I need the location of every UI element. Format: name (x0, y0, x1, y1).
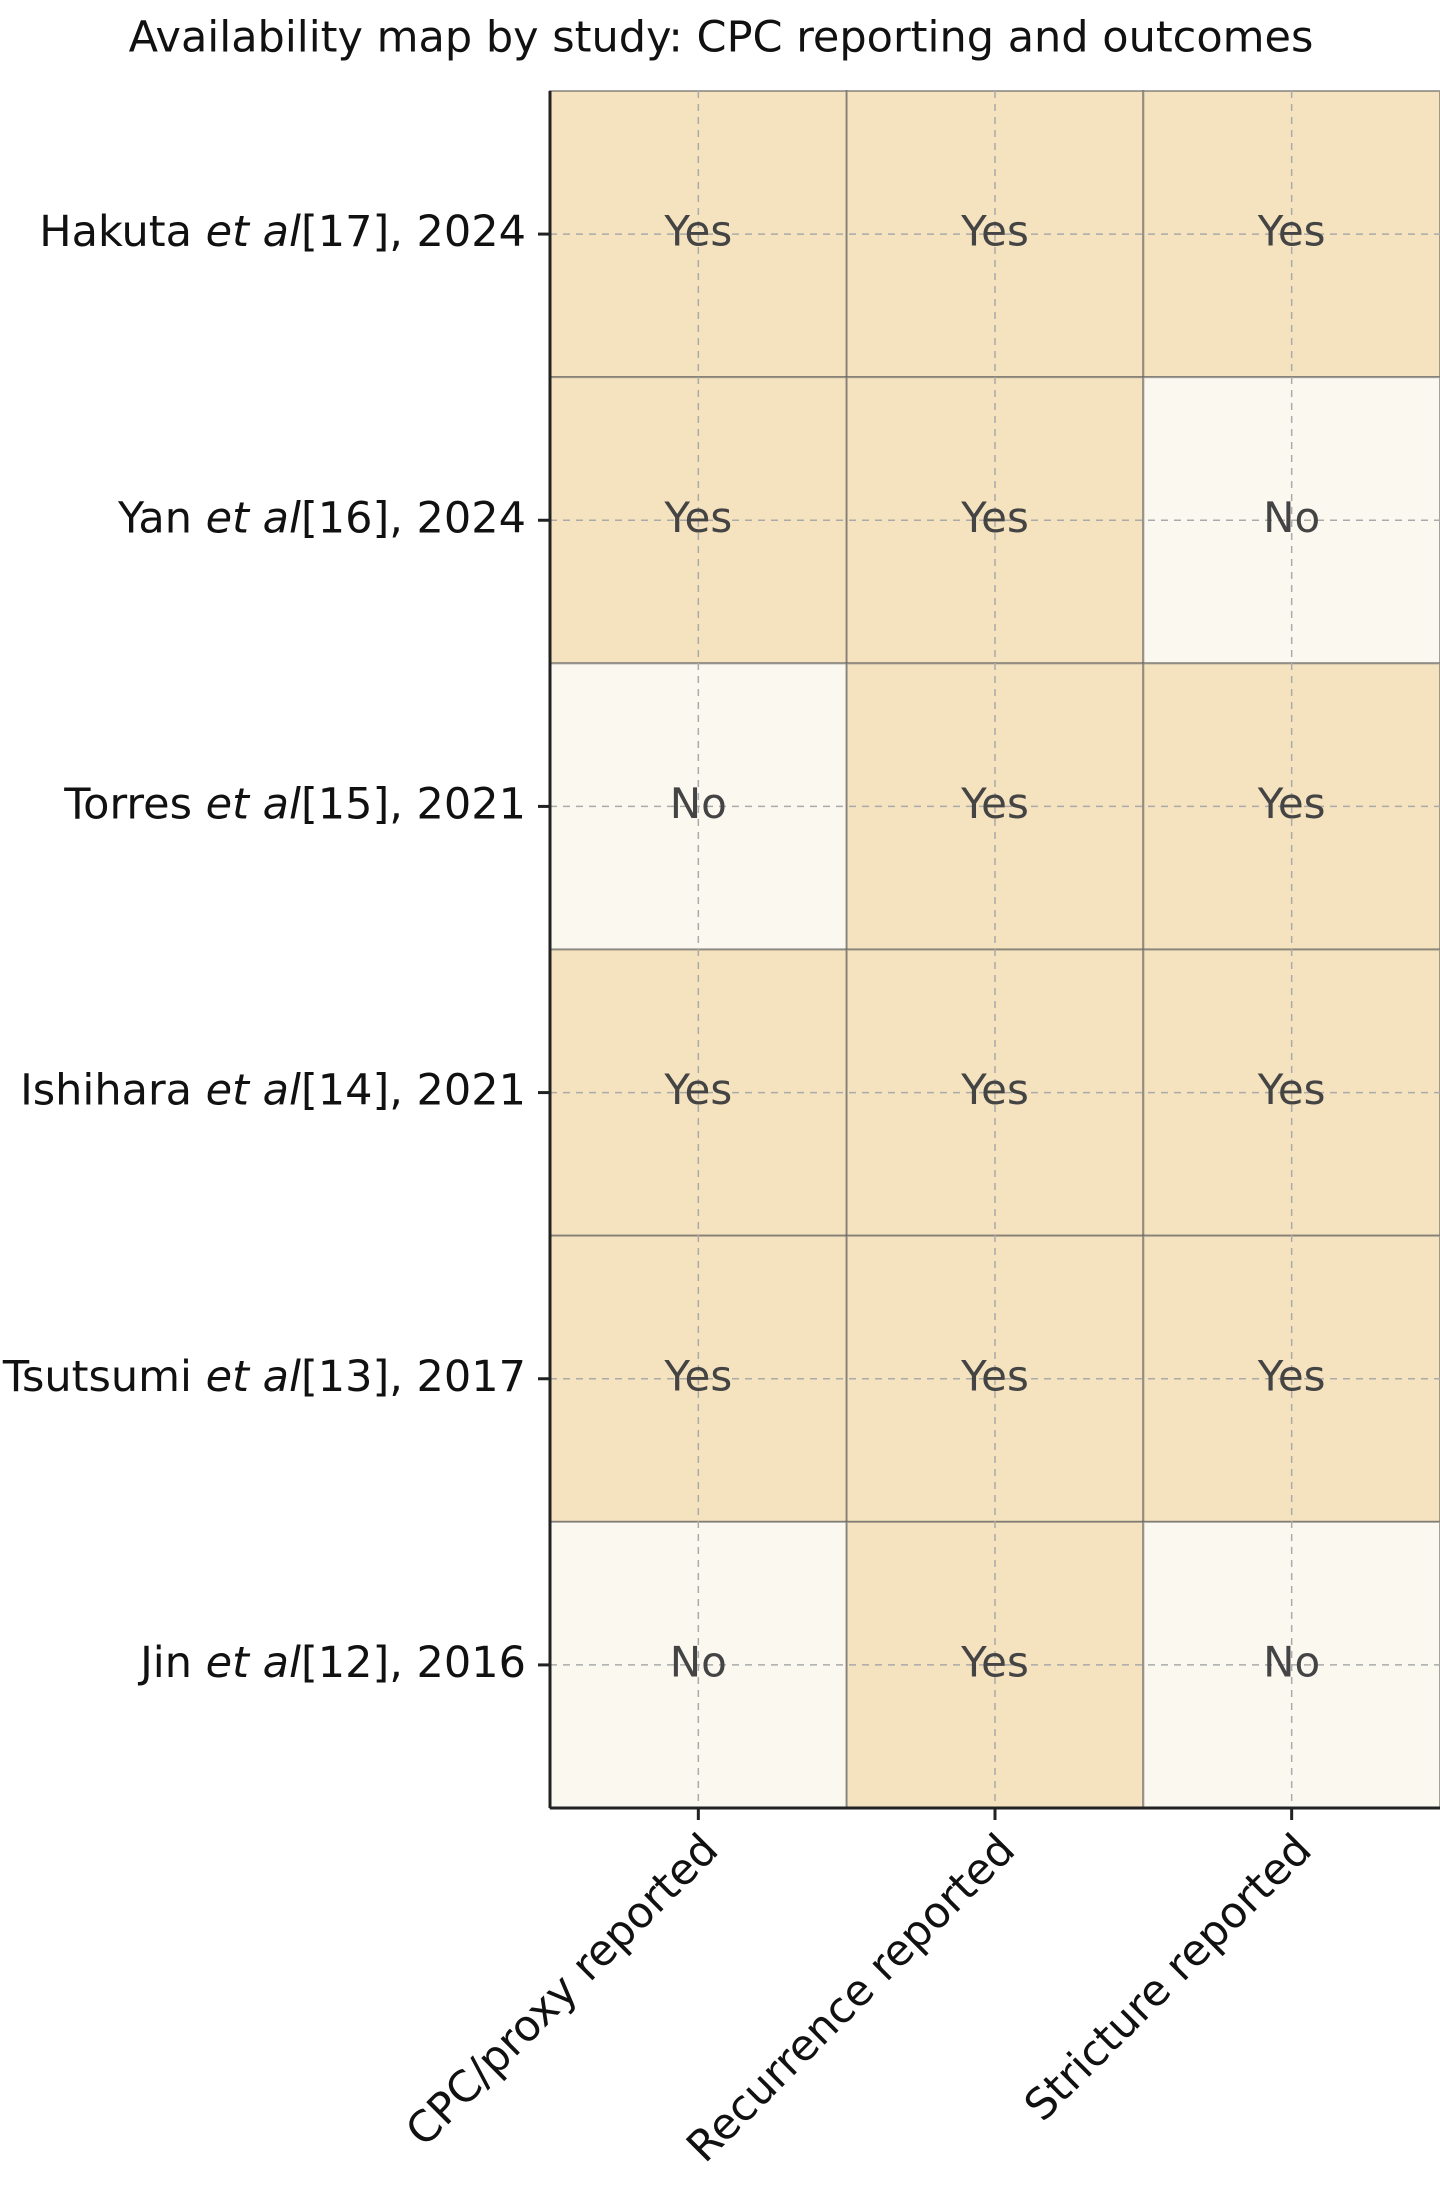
cell-label: Yes (663, 493, 732, 542)
label-part: [14], 2021 (301, 1065, 526, 1115)
label-part: [13], 2017 (301, 1351, 526, 1401)
y-tick-label: Tsutsumi et al[13], 2017 (2, 1351, 526, 1401)
y-tick-label: Yan et al[16], 2024 (117, 493, 526, 543)
label-part: Jin (137, 1637, 206, 1687)
cell-label: Yes (663, 1351, 732, 1400)
cell-label: Yes (960, 779, 1029, 828)
cell-label: Yes (960, 1065, 1029, 1114)
cell-label: No (670, 1637, 727, 1686)
label-part: et al (206, 493, 301, 543)
label-part: et al (206, 1065, 301, 1115)
cell-label: Yes (663, 1065, 732, 1114)
x-tick-label: Stricture reported (1015, 1825, 1322, 2132)
y-tick-label: Jin et al[12], 2016 (137, 1637, 526, 1687)
label-part: [16], 2024 (301, 493, 526, 543)
cell-label: Yes (960, 493, 1029, 542)
cell-label: Yes (1257, 1065, 1326, 1114)
x-tick-label: CPC/proxy reported (397, 1825, 729, 2157)
y-tick-label: Hakuta et al[17], 2024 (39, 207, 526, 257)
cell-label: Yes (663, 207, 732, 256)
label-part: Torres (63, 779, 205, 829)
label-part: [12], 2016 (301, 1637, 526, 1687)
label-part: et al (206, 779, 301, 829)
label-part: Hakuta (39, 207, 205, 257)
chart-title: Availability map by study: CPC reporting… (129, 13, 1314, 63)
y-tick-label: Ishihara et al[14], 2021 (20, 1065, 526, 1115)
y-tick-label: Torres et al[15], 2021 (63, 779, 526, 829)
cell-label: Yes (1257, 1351, 1326, 1400)
cell-label: No (1263, 1637, 1320, 1686)
label-part: Tsutsumi (2, 1351, 206, 1401)
label-part: [15], 2021 (301, 779, 526, 829)
x-tick-label: Recurrence reported (677, 1825, 1025, 2173)
label-part: Ishihara (20, 1065, 206, 1115)
label-part: et al (206, 207, 301, 257)
label-part: et al (206, 1637, 301, 1687)
label-part: [17], 2024 (301, 207, 526, 257)
label-part: et al (206, 1351, 301, 1401)
label-part: Yan (117, 493, 206, 543)
cell-label: Yes (960, 207, 1029, 256)
cell-label: No (1263, 493, 1320, 542)
cell-label: Yes (960, 1637, 1029, 1686)
cell-label: Yes (1257, 779, 1326, 828)
cell-label: Yes (1257, 207, 1326, 256)
cell-label: No (670, 779, 727, 828)
cell-label: Yes (960, 1351, 1029, 1400)
